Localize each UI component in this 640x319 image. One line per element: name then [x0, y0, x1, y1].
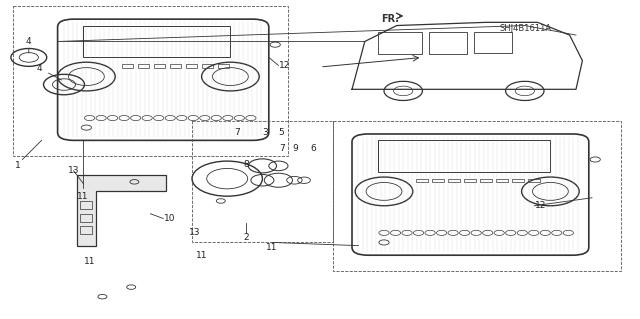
Text: 1: 1: [15, 161, 20, 170]
Bar: [138, 64, 149, 68]
Text: 2: 2: [244, 233, 249, 242]
Text: 11: 11: [77, 192, 89, 201]
Bar: [512, 179, 524, 182]
Bar: [80, 214, 92, 222]
Text: 11: 11: [84, 257, 95, 266]
Bar: [83, 26, 230, 57]
Text: 13: 13: [189, 228, 201, 237]
Bar: [170, 64, 181, 68]
Bar: [464, 179, 476, 182]
Bar: [80, 201, 92, 209]
Bar: [416, 179, 428, 182]
Bar: [448, 179, 460, 182]
Bar: [496, 179, 508, 182]
Text: 7: 7: [279, 144, 284, 153]
Text: 9: 9: [293, 144, 298, 153]
Bar: [80, 226, 92, 234]
Bar: [122, 64, 133, 68]
Bar: [480, 179, 492, 182]
Bar: [333, 121, 621, 271]
Bar: [378, 140, 550, 172]
Bar: [154, 64, 165, 68]
Bar: [432, 179, 444, 182]
Text: 6: 6: [311, 144, 316, 153]
Text: 11: 11: [196, 251, 207, 260]
Bar: [474, 32, 512, 53]
Text: 5: 5: [279, 128, 284, 137]
Bar: [13, 6, 288, 156]
Bar: [202, 64, 213, 68]
Polygon shape: [77, 175, 166, 246]
Bar: [218, 64, 229, 68]
Text: 7: 7: [234, 128, 239, 137]
Text: 4: 4: [37, 64, 42, 73]
Text: 4: 4: [26, 37, 31, 46]
Bar: [429, 32, 467, 54]
Bar: [192, 121, 333, 242]
Text: 11: 11: [266, 243, 278, 252]
Bar: [528, 179, 540, 182]
Text: 12: 12: [279, 61, 291, 70]
Text: 13: 13: [68, 166, 79, 175]
Text: 8: 8: [244, 160, 249, 169]
Text: 12: 12: [535, 201, 547, 210]
Text: 10: 10: [164, 214, 175, 223]
Text: FR.: FR.: [381, 14, 399, 24]
Text: 3: 3: [263, 128, 268, 137]
Text: SHJ4B1611A: SHJ4B1611A: [499, 24, 551, 33]
Bar: [378, 32, 422, 54]
Bar: [186, 64, 197, 68]
